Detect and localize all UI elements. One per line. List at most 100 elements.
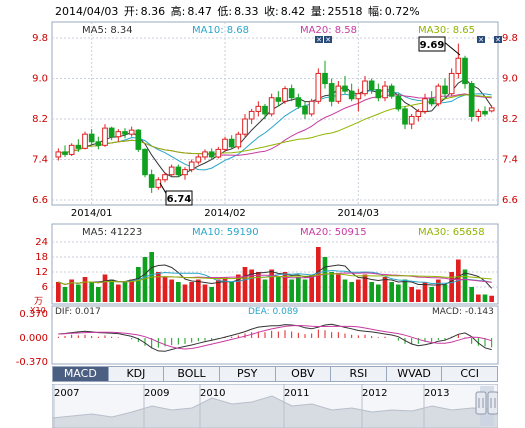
volume-value: 25518 bbox=[327, 5, 363, 18]
close-label: 收: bbox=[264, 5, 279, 18]
tab-wvad[interactable]: WVAD bbox=[386, 367, 443, 381]
timeline-year: 2011 bbox=[284, 388, 309, 399]
candle-body bbox=[148, 174, 155, 188]
volume-bar bbox=[196, 279, 201, 302]
candle-body bbox=[195, 156, 202, 163]
volume-bar bbox=[229, 282, 234, 302]
volume-bar bbox=[176, 282, 181, 302]
candle-body bbox=[288, 88, 295, 99]
svg-text:✕: ✕ bbox=[316, 36, 322, 44]
volume-bar bbox=[449, 272, 454, 302]
low-callout: 6.74 bbox=[159, 182, 193, 206]
volume-bar bbox=[209, 287, 214, 302]
macd-dea-line bbox=[58, 324, 492, 350]
volume-bar bbox=[362, 274, 368, 302]
tab-kdj[interactable]: KDJ bbox=[108, 367, 165, 381]
history-navigator[interactable]: 2007 2009 2010 2011 2012 2013 bbox=[52, 384, 498, 428]
timeline-year: 2007 bbox=[54, 388, 79, 399]
high-callout: 9.69 bbox=[418, 36, 461, 56]
close-value: 8.42 bbox=[280, 5, 306, 18]
candle-body bbox=[335, 85, 342, 102]
volume-bar bbox=[469, 287, 474, 302]
candle-body bbox=[282, 88, 288, 102]
candle-body bbox=[402, 108, 408, 125]
candle-body bbox=[162, 174, 168, 181]
candle-body bbox=[428, 98, 435, 105]
volume-bar bbox=[282, 272, 288, 302]
volume-bar bbox=[402, 279, 408, 302]
volume-bar bbox=[89, 282, 94, 302]
candle-body bbox=[88, 133, 95, 143]
candle-body bbox=[415, 110, 422, 117]
candle-body bbox=[342, 85, 348, 92]
volume-bar bbox=[236, 274, 241, 302]
volume-bar bbox=[76, 284, 81, 302]
timeline-year: 2009 bbox=[144, 388, 169, 399]
price-ma-legend: MA5: 8.34 MA10: 8.68 MA20: 8.58 MA30: 8.65 bbox=[82, 25, 475, 36]
volume-bar bbox=[382, 277, 388, 302]
left-range-handle[interactable] bbox=[475, 391, 487, 415]
event-markers[interactable]: ✕ ✕ ✕ ✕ bbox=[315, 36, 502, 44]
volume-bar bbox=[476, 294, 481, 302]
volume-bar bbox=[389, 282, 394, 302]
candle-body bbox=[408, 115, 415, 125]
high-value: 8.47 bbox=[187, 5, 212, 18]
volume-bar bbox=[262, 279, 268, 302]
candle-body bbox=[235, 133, 242, 148]
volume-ma-legend: MA5: 41223 MA10: 59190 MA20: 50915 MA30: 65… bbox=[82, 227, 485, 238]
candle-body bbox=[475, 110, 482, 117]
candle-body bbox=[442, 85, 448, 95]
candle-body bbox=[168, 166, 175, 176]
volume-ma-label: MA30: 65658 bbox=[418, 227, 485, 238]
right-range-handle[interactable] bbox=[487, 391, 498, 415]
price-ma-line bbox=[58, 89, 492, 171]
candle-body bbox=[435, 85, 442, 105]
open-value: 8.36 bbox=[140, 5, 166, 18]
dif-label: DIF: 0.017 bbox=[55, 307, 101, 317]
price-ma-line bbox=[58, 94, 492, 155]
volume-bar bbox=[62, 287, 68, 302]
candle-body bbox=[228, 138, 235, 148]
timeline-year: 2012 bbox=[362, 388, 387, 399]
tab-psy[interactable]: PSY bbox=[219, 367, 276, 381]
tab-macd[interactable]: MACD bbox=[53, 367, 109, 381]
candle-body bbox=[382, 85, 388, 99]
candle-body bbox=[368, 80, 375, 91]
price-ma-label: MA30: 8.65 bbox=[418, 25, 475, 36]
volume-bar bbox=[342, 279, 348, 302]
price-y-tick: 9.8 bbox=[32, 33, 48, 44]
candle-body bbox=[188, 161, 195, 171]
price-x-tick: 2014/02 bbox=[204, 208, 246, 219]
candle-body bbox=[55, 151, 62, 158]
tab-boll[interactable]: BOLL bbox=[164, 367, 220, 381]
price-ma-label: MA5: 8.34 bbox=[82, 25, 133, 36]
low-label: 低: bbox=[217, 5, 233, 18]
svg-text:✕: ✕ bbox=[478, 36, 484, 44]
price-y-tick: 6.6 bbox=[502, 195, 518, 206]
tab-cci[interactable]: CCI bbox=[442, 367, 497, 381]
volume-bar bbox=[189, 282, 194, 302]
volume-bar bbox=[396, 284, 401, 302]
tab-rsi[interactable]: RSI bbox=[331, 367, 387, 381]
volume-bar bbox=[102, 274, 108, 302]
candle-body bbox=[208, 151, 215, 158]
candle-body bbox=[448, 72, 455, 95]
volume-bar bbox=[122, 282, 128, 302]
candle-body bbox=[102, 127, 108, 146]
tab-obv[interactable]: OBV bbox=[275, 367, 332, 381]
volume-bar bbox=[82, 277, 88, 302]
volume-bar bbox=[442, 284, 448, 302]
candle-body bbox=[268, 97, 275, 115]
indicator-tabs: MACD KDJ BOLL PSY OBV RSI WVAD CCI bbox=[52, 366, 498, 382]
volume-bar bbox=[276, 277, 281, 302]
price-y-tick: 7.4 bbox=[32, 155, 48, 166]
candle-body bbox=[468, 83, 475, 117]
volume-bar bbox=[202, 284, 208, 302]
price-x-axis: 2014/01 2014/02 2014/03 bbox=[71, 208, 379, 219]
volume-unit: 万 bbox=[34, 297, 43, 307]
candle-body bbox=[115, 131, 122, 138]
candle-body bbox=[275, 97, 282, 102]
candle-body bbox=[248, 110, 255, 120]
volume-bars bbox=[56, 247, 494, 302]
candle-body bbox=[122, 131, 128, 135]
